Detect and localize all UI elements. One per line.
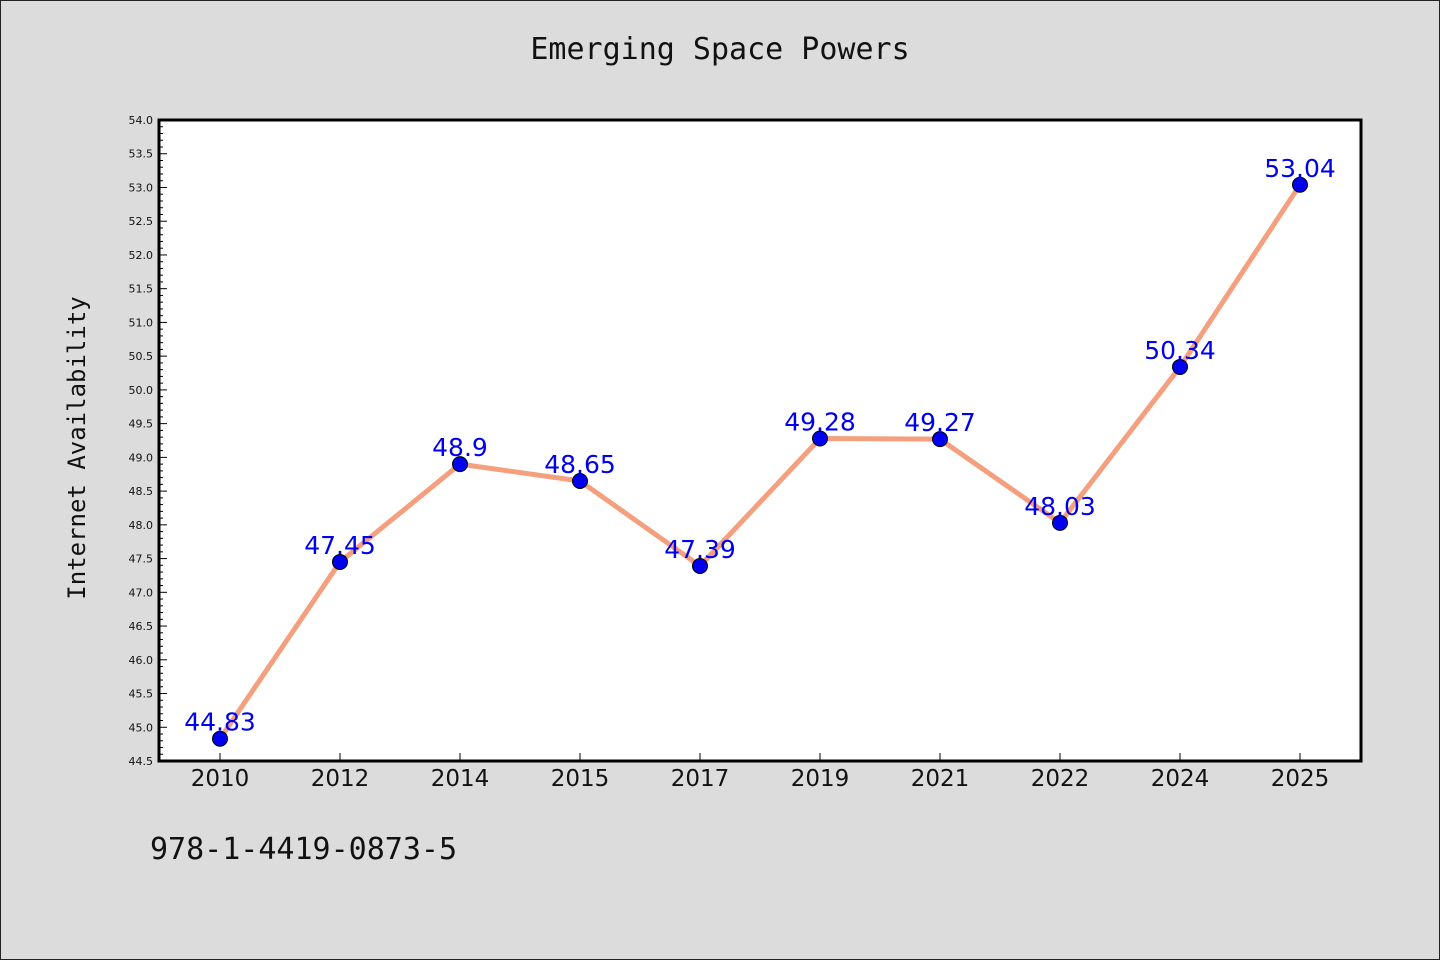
data-point: [812, 430, 828, 447]
x-tick-label: 2021: [911, 766, 970, 792]
y-tick-label: 45.0: [129, 721, 154, 734]
y-tick-label: 44.5: [129, 755, 154, 768]
x-tick-label: 2012: [311, 766, 370, 792]
chart-title: Emerging Space Powers: [530, 32, 910, 67]
data-label: 49.27: [904, 408, 976, 437]
y-tick-label: 52.0: [129, 249, 154, 262]
y-tick-label: 46.0: [129, 654, 154, 667]
data-label: 48.03: [1024, 492, 1096, 521]
y-tick-label: 46.5: [129, 620, 154, 633]
y-tick-label: 48.0: [129, 519, 154, 532]
x-tick-label: 2010: [191, 766, 250, 792]
data-point: [452, 456, 468, 473]
x-tick-label: 2015: [551, 766, 610, 792]
data-point: [212, 730, 228, 747]
y-tick-label: 54.0: [129, 114, 154, 127]
y-tick-label: 47.5: [129, 553, 154, 566]
y-axis-label: Internet Availability: [63, 296, 91, 599]
data-point: [932, 431, 948, 448]
y-tick-label: 51.5: [129, 283, 154, 296]
y-tick-label: 52.5: [129, 215, 154, 228]
x-tick-label: 2024: [1151, 766, 1210, 792]
y-tick-label: 53.5: [129, 148, 154, 161]
isbn-text: 978-1-4419-0873-5: [150, 832, 458, 867]
x-tick-label: 2025: [1271, 766, 1330, 792]
series-line: [217, 183, 1303, 741]
data-label: 47.39: [664, 535, 736, 564]
x-tick-label: 2019: [791, 766, 850, 792]
data-label: 49.28: [784, 407, 856, 436]
plot-area: [157, 118, 1363, 763]
data-point: [1292, 176, 1308, 193]
y-tick-label: 53.0: [129, 181, 154, 194]
data-point: [332, 553, 348, 570]
y-tick-label: 47.0: [129, 586, 154, 599]
data-point: [1172, 358, 1188, 375]
data-point: [692, 558, 708, 575]
data-point: [572, 472, 588, 489]
x-tick-label: 2017: [671, 766, 730, 792]
y-tick-label: 50.5: [129, 350, 154, 363]
y-tick-label: 48.5: [129, 485, 154, 498]
data-label: 48.9: [432, 433, 488, 462]
data-point: [1052, 514, 1068, 531]
data-label: 53.04: [1264, 154, 1336, 183]
x-tick-label: 2014: [431, 766, 490, 792]
y-tick-label: 49.0: [129, 451, 154, 464]
data-label: 48.65: [544, 450, 616, 479]
y-tick-label: 50.0: [129, 384, 154, 397]
y-tick-label: 51.0: [129, 316, 154, 329]
x-tick-label: 2022: [1031, 766, 1090, 792]
data-label: 44.83: [184, 708, 256, 737]
data-label: 50.34: [1144, 336, 1216, 365]
y-tick-label: 49.5: [129, 418, 154, 431]
data-label: 47.45: [304, 531, 376, 560]
y-tick-label: 45.5: [129, 688, 154, 701]
